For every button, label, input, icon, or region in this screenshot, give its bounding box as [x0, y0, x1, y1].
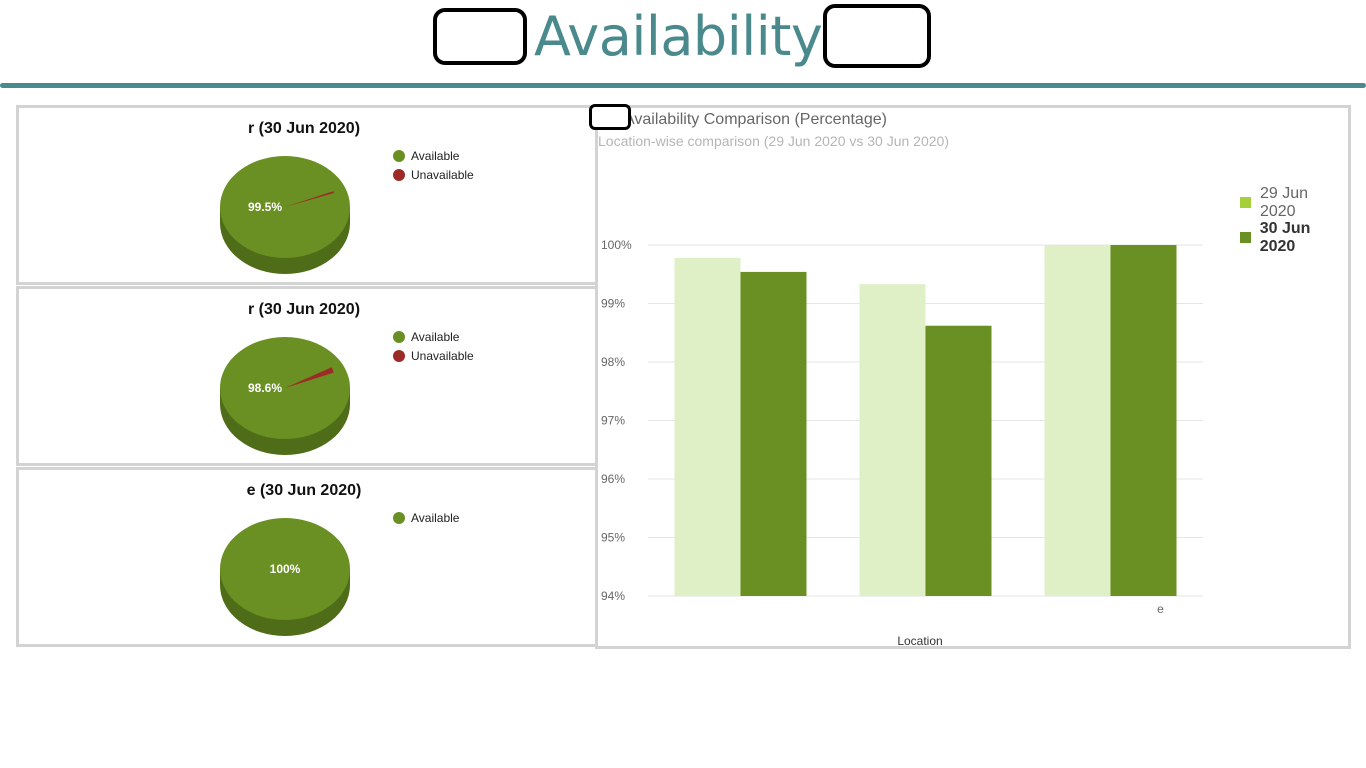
legend-dot — [393, 330, 405, 343]
pie-panel-3: e (30 Jun 2020) Available 100% — [16, 467, 598, 647]
bar-30-jun[interactable] — [740, 271, 807, 596]
pie-title: r (30 Jun 2020) — [247, 301, 361, 318]
pie-title: r (30 Jun 2020) — [247, 120, 361, 137]
y-tick-label: 94% — [601, 589, 625, 603]
pie-slice-unavailable[interactable] — [284, 191, 335, 207]
bar-29-jun[interactable] — [1044, 245, 1111, 596]
legend-item-available[interactable]: Available — [393, 508, 459, 527]
legend-item-29-jun[interactable]: 29 Jun 2020 — [1240, 185, 1348, 220]
redacted-box — [823, 4, 931, 68]
bar-chart-panel: Availability Comparison (Percentage) Loc… — [589, 104, 1351, 652]
pie-legend: Available — [393, 508, 459, 527]
page-title: Availability - — [534, 5, 859, 68]
legend-dot — [393, 149, 405, 162]
pie-chart[interactable]: 100% — [215, 514, 355, 640]
legend-label: 30 Jun 2020 — [1259, 219, 1311, 255]
pie-legend: Available Unavailable — [393, 146, 474, 184]
pie-value-label: 99.5% — [248, 200, 282, 214]
legend-label: Unavailable — [411, 167, 474, 182]
legend-item-unavailable[interactable]: Unavailable — [393, 346, 474, 365]
legend-label: Available — [411, 510, 460, 525]
y-tick-label: 97% — [601, 414, 625, 428]
legend-swatch — [1240, 197, 1251, 208]
redacted-box — [433, 8, 527, 65]
bar-legend: 29 Jun 2020 30 Jun 2020 — [1240, 185, 1348, 255]
pie-slice-available[interactable] — [220, 518, 350, 620]
x-tick-label: e — [1157, 602, 1164, 616]
pie-value-label: 100% — [270, 562, 301, 576]
bar-30-jun[interactable] — [1110, 245, 1177, 596]
bar-30-jun[interactable] — [925, 325, 992, 596]
legend-label: Available — [411, 329, 460, 344]
y-tick-label: 99% — [601, 297, 625, 311]
legend-label: Available — [411, 148, 460, 163]
legend-item-available[interactable]: Available — [393, 146, 474, 165]
pie-chart[interactable]: 99.5% — [215, 152, 355, 278]
legend-swatch — [1240, 232, 1251, 243]
bar-29-jun[interactable] — [859, 284, 926, 596]
bar-chart[interactable]: 94% 95% 96% 97% 98% 99% 100% e Location — [598, 108, 1238, 652]
legend-label: Unavailable — [411, 348, 474, 363]
legend-item-available[interactable]: Available — [393, 327, 474, 346]
pie-title: e (30 Jun 2020) — [246, 482, 362, 499]
redacted-box — [589, 104, 631, 130]
bar-chart-subtitle: Location-wise comparison (29 Jun 2020 vs… — [598, 133, 949, 149]
legend-dot — [393, 511, 405, 524]
legend-dot — [393, 168, 405, 181]
legend-dot — [393, 349, 405, 362]
pie-panel-1: r (30 Jun 2020) Available Unavailable 99… — [16, 105, 598, 285]
legend-label: 29 Jun 2020 — [1259, 184, 1309, 220]
pie-panel-2: r (30 Jun 2020) Available Unavailable 98… — [16, 286, 598, 466]
y-tick-label: 96% — [601, 472, 625, 486]
pie-chart[interactable]: 98.6% — [215, 333, 355, 459]
title-divider — [0, 83, 1366, 88]
y-tick-label: 100% — [601, 238, 632, 252]
pie-slice-unavailable[interactable] — [283, 367, 334, 388]
y-tick-label: 98% — [601, 355, 625, 369]
legend-item-30-jun[interactable]: 30 Jun 2020 — [1240, 220, 1348, 255]
x-axis-label: Location — [897, 634, 942, 648]
pie-legend: Available Unavailable — [393, 327, 474, 365]
bar-chart-title: Availability Comparison (Percentage) — [624, 111, 887, 128]
y-tick-label: 95% — [601, 531, 625, 545]
bar-29-jun[interactable] — [674, 257, 741, 596]
pie-value-label: 98.6% — [248, 381, 282, 395]
legend-item-unavailable[interactable]: Unavailable — [393, 165, 474, 184]
